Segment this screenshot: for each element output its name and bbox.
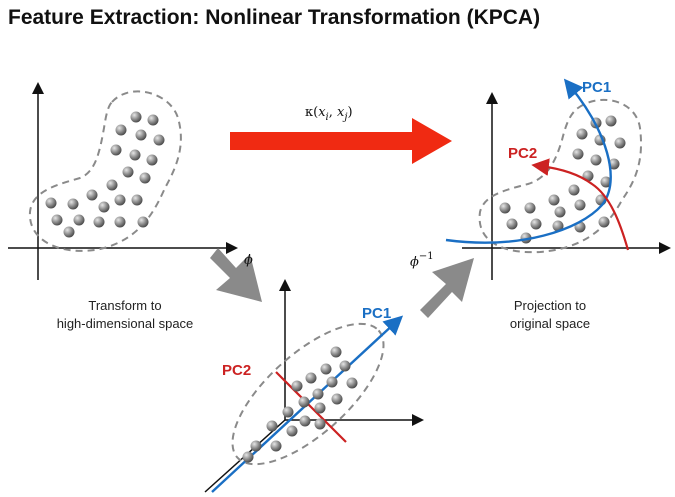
mid-points — [242, 346, 358, 463]
point — [298, 396, 310, 408]
projection-caption-line1: Projection to — [513, 298, 587, 313]
point — [346, 377, 358, 389]
point — [600, 176, 612, 188]
point — [114, 194, 126, 206]
point — [73, 214, 85, 226]
point — [153, 134, 165, 146]
right-pc1-label: PC1 — [582, 79, 611, 96]
point — [45, 197, 57, 209]
middle-panel: PC1 PC2 — [204, 279, 424, 493]
point — [524, 202, 536, 214]
gray-transform-arrow-icon — [210, 248, 262, 302]
point — [131, 194, 143, 206]
projection-caption-line2: original space — [509, 316, 591, 331]
point — [51, 214, 63, 226]
point — [266, 420, 278, 432]
point — [139, 172, 151, 184]
point — [242, 451, 254, 463]
point — [147, 114, 159, 126]
mid-pc1-label: PC1 — [362, 305, 391, 322]
projection-caption: Projection to original space — [485, 297, 615, 333]
point — [299, 415, 311, 427]
point — [67, 198, 79, 210]
point — [572, 148, 584, 160]
point — [286, 425, 298, 437]
point — [305, 372, 317, 384]
point — [312, 388, 324, 400]
mid-dashed-region — [231, 322, 385, 466]
transform-caption-line2: high-dimensional space — [56, 316, 194, 331]
point — [115, 124, 127, 136]
phi-inverse-label: ϕ−1 — [410, 251, 434, 270]
point — [250, 440, 262, 452]
point — [554, 206, 566, 218]
point — [314, 418, 326, 430]
right-pc2-label: PC2 — [508, 145, 537, 162]
point — [590, 154, 602, 166]
point — [605, 115, 617, 127]
point — [506, 218, 518, 230]
point — [320, 363, 332, 375]
right-pc1-curve — [445, 78, 612, 244]
point — [114, 216, 126, 228]
point — [499, 202, 511, 214]
point — [86, 189, 98, 201]
point — [598, 216, 610, 228]
red-kernel-arrow-icon — [230, 118, 452, 164]
point — [314, 402, 326, 414]
point — [331, 393, 343, 405]
point — [576, 128, 588, 140]
point — [63, 226, 75, 238]
transform-caption: Transform to high-dimensional space — [40, 297, 210, 333]
point — [568, 184, 580, 196]
right-panel: PC1 PC2 — [445, 78, 671, 280]
point — [110, 144, 122, 156]
left-panel — [8, 82, 238, 280]
point — [129, 149, 141, 161]
point — [552, 220, 564, 232]
point — [130, 111, 142, 123]
point — [282, 406, 294, 418]
point — [530, 218, 542, 230]
gray-projection-arrow-icon — [420, 258, 474, 318]
left-dashed-region — [28, 90, 182, 252]
point — [122, 166, 134, 178]
point — [326, 376, 338, 388]
point — [137, 216, 149, 228]
point — [146, 154, 158, 166]
transform-caption-line1: Transform to — [88, 298, 162, 313]
right-dashed-region — [478, 98, 642, 254]
point — [135, 129, 147, 141]
point — [270, 440, 282, 452]
mid-pc2-line — [275, 371, 347, 443]
point — [98, 201, 110, 213]
page-title: Feature Extraction: Nonlinear Transforma… — [8, 6, 541, 29]
point — [574, 199, 586, 211]
point — [614, 137, 626, 149]
right-pc2-curve — [531, 158, 630, 251]
phi-label: ϕ — [244, 253, 253, 268]
mid-pc2-label: PC2 — [222, 362, 251, 379]
point — [548, 194, 560, 206]
point — [93, 216, 105, 228]
left-points — [45, 111, 165, 238]
point — [106, 179, 118, 191]
kernel-label: κ(xi, xj) — [305, 105, 353, 123]
point — [291, 380, 303, 392]
point — [330, 346, 342, 358]
point — [339, 360, 351, 372]
